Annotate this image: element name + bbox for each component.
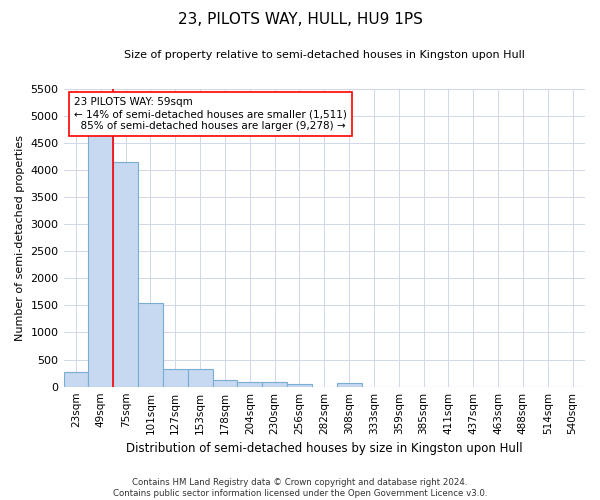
Bar (212, 380, 238, 386)
Bar (188, 370, 212, 386)
X-axis label: Distribution of semi-detached houses by size in Kingston upon Hull: Distribution of semi-detached houses by … (126, 442, 523, 455)
Text: 23, PILOTS WAY, HULL, HU9 1PS: 23, PILOTS WAY, HULL, HU9 1PS (178, 12, 422, 28)
Y-axis label: Number of semi-detached properties: Number of semi-detached properties (15, 134, 25, 340)
Bar (262, 382, 287, 386)
Bar (238, 382, 262, 386)
Text: 23 PILOTS WAY: 59sqm
← 14% of semi-detached houses are smaller (1,511)
  85% of : 23 PILOTS WAY: 59sqm ← 14% of semi-detac… (74, 98, 347, 130)
Text: Contains HM Land Registry data © Crown copyright and database right 2024.
Contai: Contains HM Land Registry data © Crown c… (113, 478, 487, 498)
Bar (113, 162, 138, 386)
Bar (64, 372, 88, 386)
Bar (287, 384, 312, 386)
Title: Size of property relative to semi-detached houses in Kingston upon Hull: Size of property relative to semi-detach… (124, 50, 525, 60)
Bar (337, 384, 362, 386)
Bar (138, 302, 163, 386)
Bar (163, 370, 188, 386)
Bar (88, 124, 113, 386)
